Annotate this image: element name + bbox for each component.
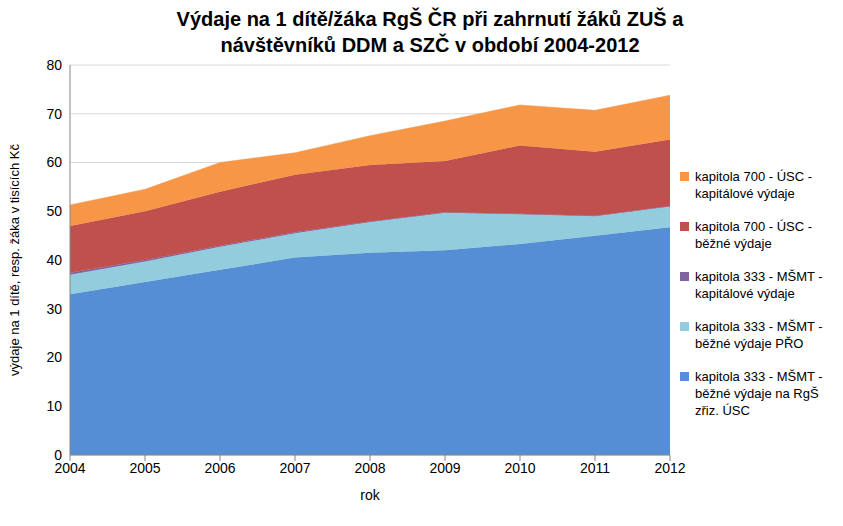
svg-text:2011: 2011	[580, 460, 610, 476]
svg-text:70: 70	[46, 106, 62, 122]
svg-text:2004: 2004	[54, 459, 86, 476]
svg-text:2009: 2009	[429, 460, 460, 476]
svg-text:20: 20	[46, 349, 62, 365]
svg-text:60: 60	[46, 154, 62, 170]
svg-text:2010: 2010	[504, 460, 535, 476]
svg-text:10: 10	[46, 398, 62, 414]
svg-text:80: 80	[46, 57, 62, 73]
html-text:kapitola 700 - ÚSC - kapitálov: kapitola 700 - ÚSC - kapitálové výdaje	[695, 169, 813, 201]
html-text:kapitola 333 - MŠMT - kapitálo: kapitola 333 - MŠMT - kapitálové výdaje	[695, 269, 823, 301]
svg-text:40: 40	[46, 252, 62, 268]
svg-text:2006: 2006	[204, 460, 235, 476]
html-text:Výdaje na 1 dítě/žáka RgŠ ČR p: Výdaje na 1 dítě/žáka RgŠ ČR při zahrnut…	[176, 8, 684, 56]
svg-text:30: 30	[46, 301, 62, 317]
svg-text:rok: rok	[360, 487, 380, 503]
svg-text:2012: 2012	[654, 460, 685, 476]
svg-text:2008: 2008	[354, 460, 385, 476]
svg-text:výdaje na 1 dítě, resp. žáka v: výdaje na 1 dítě, resp. žáka v tisících …	[8, 144, 22, 376]
html-text:kapitola 333 - MŠMT - běžné vý: kapitola 333 - MŠMT - běžné výdaje PŘO	[695, 319, 823, 351]
html-text:kapitola 700 - ÚSC - běžné výd: kapitola 700 - ÚSC - běžné výdaje	[695, 219, 813, 251]
svg-text:2005: 2005	[129, 460, 160, 476]
svg-text:0: 0	[54, 447, 62, 463]
html-text:kapitola 333 - MŠMT - běžné vý: kapitola 333 - MŠMT - běžné výdaje na Rg…	[695, 369, 823, 418]
svg-text:2007: 2007	[279, 460, 310, 476]
svg-text:50: 50	[46, 203, 62, 219]
